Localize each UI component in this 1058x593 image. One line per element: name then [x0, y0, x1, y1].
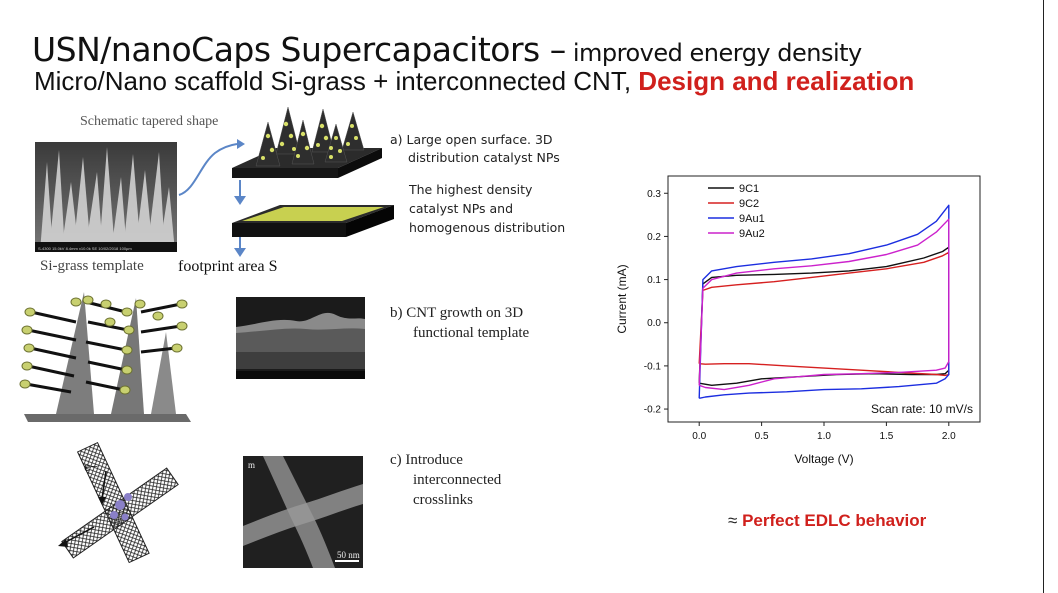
- caption-c: c) Introduce interconnected crosslinks: [390, 450, 501, 510]
- caption-a-note-line2: catalyst NPs and: [409, 201, 514, 216]
- caption-b: b) CNT growth on 3D functional template: [390, 303, 529, 343]
- svg-text:S-4300 15.0kV 8.4mm x10.0k SE: S-4300 15.0kV 8.4mm x10.0k SE 10/02/2018…: [38, 246, 132, 251]
- caption-a-note-line3: homogenous distribution: [409, 220, 566, 235]
- cnt-on-cones-schematic: [19, 292, 191, 422]
- catalyst-plate-schematic: [232, 205, 394, 237]
- series-line-9au1: [698, 204, 950, 399]
- electron-label: e−: [84, 460, 99, 475]
- schematic-label: Schematic tapered shape: [80, 114, 219, 129]
- chart-annotation: Scan rate: 10 mV/s: [871, 402, 973, 416]
- caption-b-line2: functional template: [413, 325, 530, 341]
- down-arrow-icon: [234, 180, 246, 205]
- slide-subtitle: Micro/Nano scaffold Si-grass + interconn…: [34, 66, 915, 96]
- cnt-growth-sem-image: [236, 297, 365, 379]
- y-tick-label: 0.2: [647, 232, 661, 243]
- slide-title-tail: improved energy density: [565, 39, 862, 67]
- chart-ticks: 0.0 0.5 1.0 1.5 2.0 -0.2 -0.1 0.0 0.1 0.2 0.3: [644, 189, 956, 442]
- y-tick-label: -0.1: [644, 361, 662, 372]
- legend-label: 9C1: [739, 183, 759, 195]
- y-tick-label: 0.1: [647, 275, 661, 286]
- y-tick-label: -0.2: [644, 405, 662, 416]
- caption-a-line2: distribution catalyst NPs: [408, 150, 560, 165]
- cnt-crosslink-tem-image: [243, 456, 363, 568]
- chart-xlabel: Voltage (V): [794, 452, 853, 466]
- tem-panel-label: m: [248, 460, 256, 470]
- caption-c-line1: c) Introduce: [390, 452, 463, 468]
- caption-c-line3: crosslinks: [413, 492, 473, 508]
- scale-bar-label: 50 nm: [337, 550, 360, 560]
- template-label: Si-grass template: [40, 258, 144, 274]
- curved-arrow-icon: [178, 139, 245, 196]
- cv-chart: 0.0 0.5 1.0 1.5 2.0-0.2-0.10.00.10.20.3 9C19…: [615, 175, 981, 466]
- slide-edge-line: [1043, 0, 1044, 593]
- x-tick-label: 0.5: [755, 431, 769, 442]
- slide-title: USN/nanoCaps Supercapacitors – improved …: [32, 30, 862, 69]
- y-tick-label: 0.0: [647, 318, 661, 329]
- crossed-cnt-schematic: [58, 441, 179, 564]
- legend-label: 9Au2: [739, 228, 765, 240]
- caption-a-note: The highest density catalyst NPs and hom…: [409, 180, 565, 237]
- chart-ylabel: Current (mA): [615, 264, 629, 333]
- conclusion-text: ≈ Perfect EDLC behavior: [728, 511, 927, 530]
- chart-series: [698, 204, 950, 399]
- chart-legend: 9C1 9C2 9Au1 9Au2: [708, 183, 765, 240]
- footprint-label: footprint area S: [178, 258, 278, 275]
- subtitle-highlight: Design and realization: [638, 66, 915, 96]
- series-line-9c1: [698, 246, 950, 387]
- legend-label: 9C2: [739, 198, 759, 210]
- caption-c-line2: interconnected: [413, 472, 502, 488]
- x-tick-label: 1.0: [817, 431, 831, 442]
- legend-label: 9Au1: [739, 213, 765, 225]
- x-tick-label: 2.0: [942, 431, 956, 442]
- si-grass-sem-image: S-4300 15.0kV 8.4mm x10.0k SE 10/02/2018…: [35, 142, 177, 252]
- caption-b-line1: b) CNT growth on 3D: [390, 305, 524, 321]
- series-line-9c2: [698, 251, 950, 377]
- caption-a: a) Large open surface. 3D distribution c…: [390, 131, 560, 167]
- y-tick-label: 0.3: [647, 189, 661, 200]
- x-tick-label: 0.0: [692, 431, 706, 442]
- caption-a-line1: a) Large open surface. 3D: [390, 132, 553, 147]
- x-tick-label: 1.5: [879, 431, 893, 442]
- approx-symbol: ≈: [728, 511, 743, 530]
- series-line-9au2: [698, 218, 950, 391]
- caption-a-note-line1: The highest density: [409, 182, 533, 197]
- tapered-cones-schematic: [232, 106, 382, 178]
